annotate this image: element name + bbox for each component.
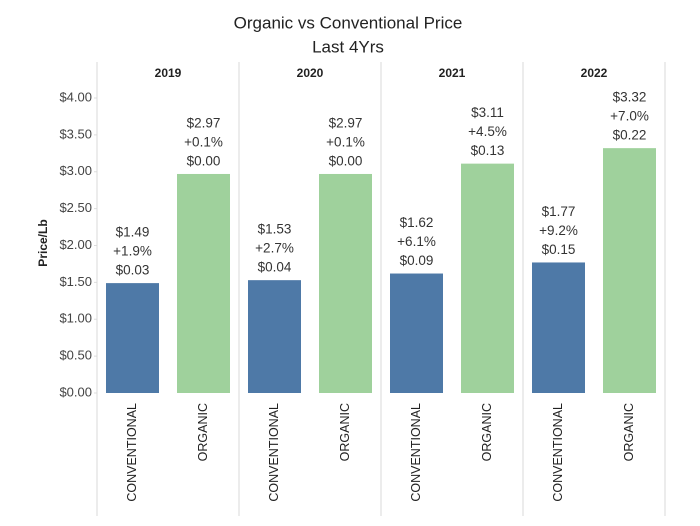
bar [248, 280, 301, 393]
x-tick-label: CONVENTIONAL [409, 403, 423, 502]
y-tick-label: $2.50 [59, 200, 92, 215]
data-label: $2.97 [329, 116, 363, 131]
data-label-change: $0.09 [400, 253, 434, 268]
y-tick-label: $1.00 [59, 311, 92, 326]
data-label-change: $0.03 [116, 263, 150, 278]
bar [106, 283, 159, 393]
y-tick-label: $3.50 [59, 126, 92, 141]
bar [390, 273, 443, 393]
panel-header: 2021 [439, 66, 466, 80]
y-tick-label: $1.50 [59, 274, 92, 289]
bar [319, 173, 372, 393]
panel-header: 2020 [297, 66, 324, 80]
panel-header: 2019 [155, 66, 182, 80]
data-label-pct-change: +9.2% [539, 223, 578, 238]
data-label: $1.53 [258, 222, 292, 237]
data-label-pct-change: +6.1% [397, 234, 436, 249]
x-tick-label: ORGANIC [622, 403, 636, 461]
y-tick-label: $2.00 [59, 237, 92, 252]
data-label-change: $0.15 [542, 242, 576, 257]
bar [461, 163, 514, 393]
bar [532, 262, 585, 393]
x-tick-label: ORGANIC [196, 403, 210, 461]
data-label-pct-change: +7.0% [610, 109, 649, 124]
data-label-change: $0.04 [258, 260, 292, 275]
x-tick-label: ORGANIC [480, 403, 494, 461]
y-tick-label: $0.00 [59, 384, 92, 399]
data-label-change: $0.22 [613, 128, 647, 143]
x-tick-label: CONVENTIONAL [125, 403, 139, 502]
data-label-pct-change: +2.7% [255, 241, 294, 256]
chart-subtitle: Last 4Yrs [312, 37, 384, 56]
data-label: $3.11 [471, 105, 504, 120]
x-tick-label: CONVENTIONAL [551, 403, 565, 502]
x-tick-label: CONVENTIONAL [267, 403, 281, 502]
bar [603, 148, 656, 393]
y-tick-label: $3.00 [59, 163, 92, 178]
y-tick-label: $4.00 [59, 89, 92, 104]
data-label-change: $0.00 [187, 154, 221, 169]
data-label: $2.97 [187, 116, 221, 131]
data-label-pct-change: +0.1% [326, 135, 365, 150]
data-label-pct-change: +0.1% [184, 135, 223, 150]
data-label-change: $0.00 [329, 154, 363, 169]
x-tick-label: ORGANIC [338, 403, 352, 461]
data-label: $3.32 [613, 90, 647, 105]
chart-title: Organic vs Conventional Price [234, 13, 463, 32]
data-label: $1.77 [542, 204, 576, 219]
data-label-change: $0.13 [471, 143, 505, 158]
y-tick-label: $0.50 [59, 348, 92, 363]
data-label-pct-change: +1.9% [113, 244, 152, 259]
data-label: $1.62 [400, 215, 434, 230]
y-axis-label: Price/Lb [36, 219, 50, 266]
data-label-pct-change: +4.5% [468, 124, 507, 139]
data-label: $1.49 [116, 225, 150, 240]
bar [177, 173, 230, 393]
panel-header: 2022 [581, 66, 608, 80]
